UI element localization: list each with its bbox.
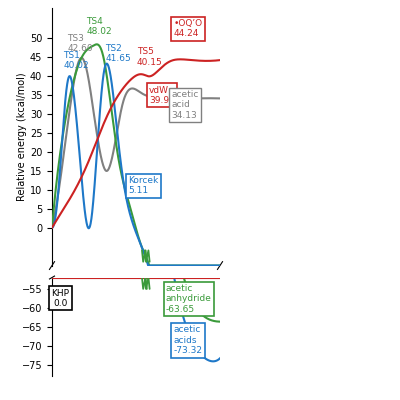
Text: TS3
42.60: TS3 42.60	[67, 34, 93, 54]
Text: TS2
41.65: TS2 41.65	[105, 44, 131, 63]
Text: TS4
48.02: TS4 48.02	[86, 17, 112, 36]
Text: KHP
0.0: KHP 0.0	[51, 289, 70, 308]
Text: acetic
acids
-73.32: acetic acids -73.32	[173, 326, 202, 355]
Text: TS1
40.02: TS1 40.02	[63, 51, 89, 70]
Text: •OQ’O
44.24: •OQ’O 44.24	[173, 19, 202, 38]
Text: Korcek
5.11: Korcek 5.11	[128, 176, 159, 196]
Text: TS5
40.15: TS5 40.15	[137, 47, 163, 67]
Y-axis label: Relative energy (kcal/mol): Relative energy (kcal/mol)	[17, 72, 27, 201]
Text: acetic
anhydride
-63.65: acetic anhydride -63.65	[166, 284, 212, 314]
Text: acetic
acid
34.13: acetic acid 34.13	[172, 90, 199, 120]
Text: vdW
39.95: vdW 39.95	[149, 86, 175, 105]
